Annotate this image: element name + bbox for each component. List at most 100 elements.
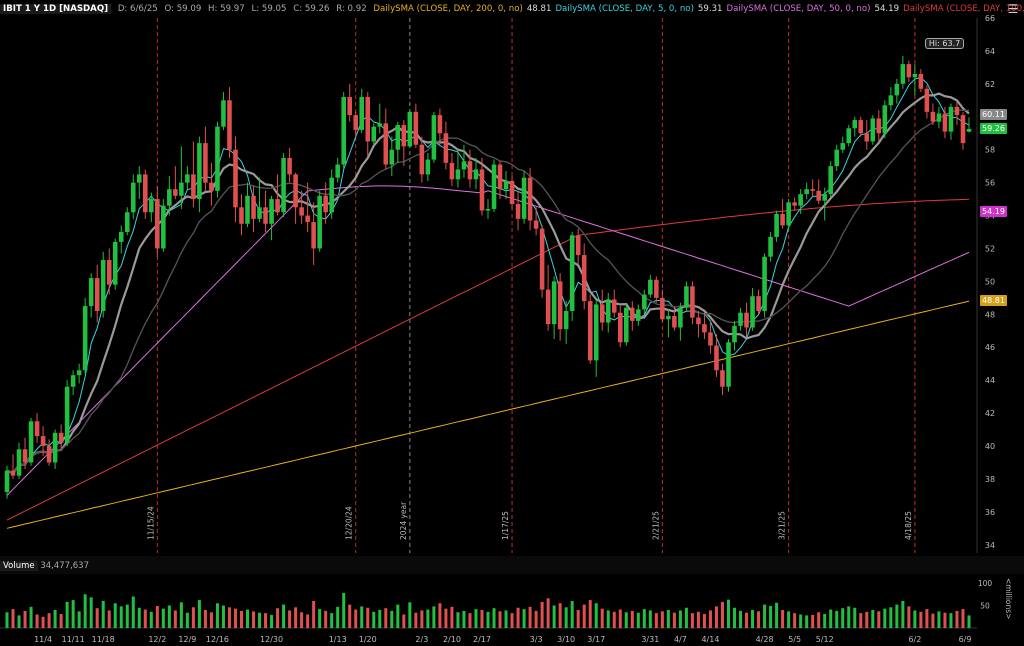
chart-menu-icon[interactable]: ☰ (1007, 2, 1019, 16)
range-readout: R: 0.92 (336, 4, 367, 14)
date-readout: D: 6/6/25 (117, 4, 158, 14)
candle-body (143, 174, 148, 213)
candle-body (726, 342, 731, 387)
candle-body (407, 111, 413, 147)
candle-body (828, 166, 833, 195)
volume-bar (89, 597, 93, 628)
candle-body (660, 297, 665, 320)
time-axis-tick: 4/28 (756, 635, 774, 644)
candle-body (642, 294, 647, 310)
time-axis-tick: 3/3 (530, 635, 543, 644)
volume-bar (805, 615, 809, 628)
candle-body (611, 299, 617, 313)
price-axis-tick: 62 (985, 80, 995, 89)
volume-bar (558, 603, 562, 628)
candle-body (431, 115, 437, 160)
candle-body (395, 125, 401, 150)
volume-label[interactable]: Volume (0, 561, 38, 571)
candle-body (377, 123, 383, 127)
candle-body (684, 286, 689, 308)
candle-body (179, 182, 184, 196)
volume-bar (883, 608, 887, 628)
candle-body (491, 164, 497, 209)
volume-bar (258, 612, 262, 628)
price-axis-tick: 46 (985, 343, 995, 352)
candle-body (383, 123, 389, 165)
volume-bar (414, 612, 418, 628)
candle-body (696, 317, 701, 325)
time-axis-tick: 4/7 (674, 635, 687, 644)
candle-body (738, 312, 743, 326)
volume-bar (799, 614, 803, 628)
volume-bar (11, 609, 15, 628)
time-axis-tick: 2/10 (443, 635, 461, 644)
candle-body (203, 143, 208, 183)
candle-body (690, 286, 695, 318)
volume-bar (191, 607, 195, 628)
volume-bar (119, 606, 123, 628)
candle-body (852, 120, 858, 129)
volume-bar (288, 610, 292, 628)
high-annotation: Hi: 63.7 (924, 37, 965, 49)
volume-bar (282, 604, 286, 628)
time-axis-tick: 2/3 (415, 635, 428, 644)
volume-bar (384, 608, 388, 628)
candle-body (191, 174, 196, 200)
volume-bar (173, 610, 177, 628)
candle-body (527, 177, 533, 221)
price-badge-2: 54.19 (980, 206, 1007, 218)
study-list: DailySMA (CLOSE, DAY, 200, 0, no) 48.81 Da… (373, 4, 1024, 14)
volume-bar (642, 609, 646, 628)
candle-body (155, 199, 160, 249)
symbol-label[interactable]: IBIT 1 Y 1D [NASDAQ] (0, 4, 112, 14)
candle-body (858, 120, 864, 134)
candle-body (76, 370, 82, 376)
study-label-2[interactable]: DailySMA (CLOSE, DAY, 50, 0, no) (726, 4, 871, 14)
volume-bar (895, 604, 899, 628)
candle-body (762, 256, 767, 312)
study-label-1[interactable]: DailySMA (CLOSE, DAY, 5, 0, no) (555, 4, 694, 14)
volume-bar (793, 613, 797, 628)
period-marker-label: 11/15/24 (146, 506, 155, 540)
study-label-3[interactable]: DailySMA (CLOSE, DAY, 100, 0, (903, 4, 1024, 14)
candle-body (112, 241, 118, 285)
volume-bar (865, 611, 869, 628)
volume-bar (71, 600, 75, 628)
volume-bar (853, 607, 857, 628)
candle-body (209, 182, 214, 191)
volume-bar (185, 612, 189, 628)
price-axis-tick: 48 (985, 310, 995, 319)
volume-bar (300, 612, 304, 628)
volume-bar (600, 608, 604, 628)
low-readout: L: 59.05 (251, 4, 287, 14)
candle-body (948, 106, 954, 132)
time-axis-tick: 11/11 (62, 635, 85, 644)
volume-bar (101, 601, 105, 628)
study-label-0[interactable]: DailySMA (CLOSE, DAY, 200, 0, no) (373, 4, 523, 14)
candle-body (672, 315, 677, 328)
candle-body (52, 432, 58, 463)
study-value-1: 59.31 (697, 4, 723, 14)
volume-bar (312, 601, 316, 628)
volume-bar (504, 610, 508, 628)
candle-body (954, 106, 960, 116)
time-axis-tick: 3/17 (587, 635, 605, 644)
volume-bar (907, 606, 911, 628)
volume-bar (480, 610, 484, 628)
candle-body (275, 199, 280, 213)
volume-bar (522, 609, 526, 628)
candle-body (654, 279, 659, 298)
candle-body (16, 449, 22, 476)
candle-body (443, 133, 449, 163)
volume-bar (576, 610, 580, 628)
time-axis-tick: 1/20 (359, 635, 377, 644)
close-readout: C: 59.26 (293, 4, 330, 14)
volume-bar (817, 612, 821, 628)
high-readout: H: 59.97 (208, 4, 245, 14)
volume-bar (306, 614, 310, 628)
volume-bar (59, 614, 63, 628)
candle-body (4, 470, 10, 493)
period-marker-label: 12/20/24 (345, 506, 354, 540)
volume-bar (877, 611, 881, 628)
